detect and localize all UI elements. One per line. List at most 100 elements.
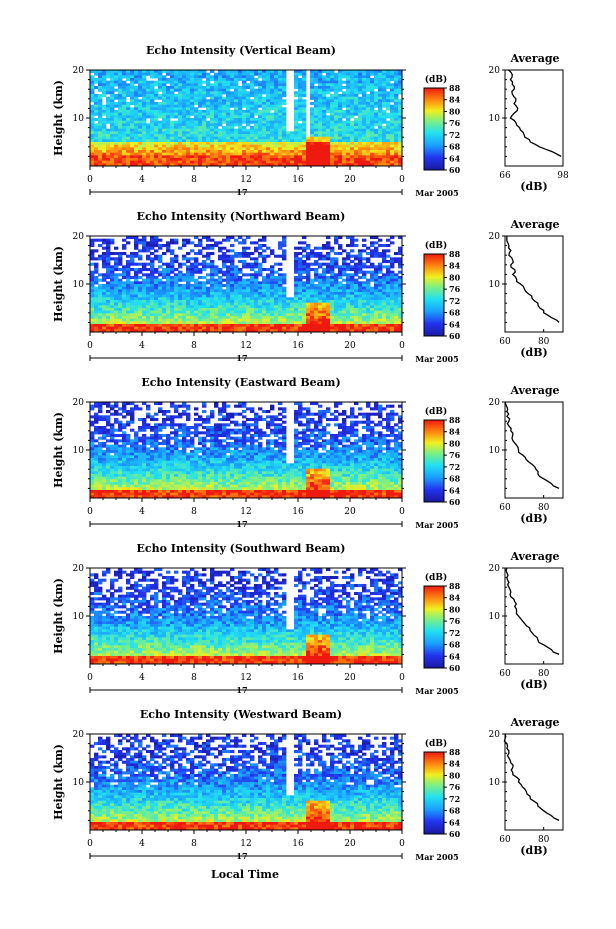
colorbar-tick-label: 76	[449, 284, 461, 294]
x-tick-label: 12	[240, 839, 251, 849]
average-y-tick-label: 10	[489, 114, 501, 124]
average-frame	[504, 733, 564, 831]
colorbar-tick-label: 68	[449, 142, 461, 152]
x-tick-label: 20	[344, 673, 356, 683]
y-tick-label: 20	[73, 232, 85, 242]
colorbar-tick-label: 72	[449, 462, 460, 472]
average-x-tick-label: 60	[499, 835, 511, 845]
y-tick-label: 10	[73, 612, 85, 622]
colorbar	[423, 585, 445, 669]
y-tick-label: 20	[73, 398, 85, 408]
average-y-tick-label: 20	[489, 232, 501, 242]
colorbar-label: (dB)	[425, 240, 447, 251]
heatmap-field	[90, 568, 402, 664]
x-tick-label: 16	[292, 673, 304, 683]
x-tick-label: 20	[344, 341, 356, 351]
average-title: Average	[509, 384, 559, 397]
colorbar	[423, 751, 445, 835]
average-x-tick-label: 60	[499, 669, 511, 679]
colorbar-tick-label: 84	[449, 759, 461, 769]
y-tick-label: 10	[73, 280, 85, 290]
panel-3: Echo Intensity (Southward Beam) 20 10 Heigh…	[52, 542, 564, 696]
y-axis-label: Height (km)	[52, 246, 65, 322]
x-tick-label: 0	[87, 507, 93, 517]
average-profile-line	[506, 235, 560, 323]
heatmap-field	[90, 236, 402, 332]
average-x-label: (dB)	[520, 512, 547, 525]
x-tick-label: 20	[344, 507, 356, 517]
x-tick-label: 16	[292, 507, 304, 517]
panel-title: Echo Intensity (Northward Beam)	[137, 210, 346, 223]
month-year-label: Mar 2005	[415, 188, 458, 198]
colorbar-label: (dB)	[425, 406, 447, 417]
colorbar-tick-label: 60	[449, 829, 461, 839]
x-tick-label: 8	[191, 175, 197, 185]
colorbar-tick-label: 80	[449, 604, 461, 614]
average-title: Average	[509, 716, 559, 729]
colorbar-label: (dB)	[425, 738, 447, 749]
colorbar-tick-label: 80	[449, 272, 461, 282]
colorbar-tick-label: 64	[449, 485, 461, 495]
colorbar-tick-label: 84	[449, 593, 461, 603]
colorbar-tick-label: 88	[449, 415, 461, 425]
x-tick-label: 4	[139, 673, 145, 683]
month-year-label: Mar 2005	[415, 520, 458, 530]
colorbar-tick-label: 72	[449, 628, 460, 638]
colorbar-tick-label: 88	[449, 83, 461, 93]
x-tick-label: 4	[139, 175, 145, 185]
colorbar-tick-label: 80	[449, 106, 461, 116]
colorbar-tick-label: 72	[449, 296, 460, 306]
average-x-tick-label: 66	[499, 171, 511, 181]
colorbar-tick-label: 60	[449, 165, 461, 175]
x-tick-label: 8	[191, 673, 197, 683]
colorbar-tick-label: 76	[449, 118, 461, 128]
x-tick-label: 16	[292, 341, 304, 351]
colorbar-tick-label: 88	[449, 249, 461, 259]
month-year-label: Mar 2005	[415, 852, 458, 862]
colorbar-tick-label: 64	[449, 319, 461, 329]
colorbar	[423, 87, 445, 171]
colorbar-tick-label: 60	[449, 497, 461, 507]
x-tick-label: 4	[139, 839, 145, 849]
colorbar-tick-label: 76	[449, 782, 461, 792]
panel-0: Echo Intensity (Vertical Beam) 20 10 Height…	[52, 44, 569, 198]
average-x-tick-label: 60	[499, 503, 511, 513]
average-y-tick-label: 10	[489, 446, 501, 456]
average-y-tick-label: 20	[489, 398, 501, 408]
colorbar-tick-label: 60	[449, 331, 461, 341]
panel-title: Echo Intensity (Eastward Beam)	[141, 376, 340, 389]
average-title: Average	[509, 550, 559, 563]
x-tick-label: 16	[292, 839, 304, 849]
colorbar-tick-label: 76	[449, 450, 461, 460]
average-y-tick-label: 20	[489, 730, 501, 740]
date-label: 17	[236, 519, 247, 529]
heatmap-field	[90, 70, 402, 166]
y-tick-label: 10	[73, 778, 85, 788]
panel-title: Echo Intensity (Southward Beam)	[137, 542, 346, 555]
colorbar-tick-label: 64	[449, 651, 461, 661]
x-tick-label: 8	[191, 839, 197, 849]
y-tick-label: 10	[73, 446, 85, 456]
date-label: 17	[236, 851, 247, 861]
x-tick-label: 0	[399, 341, 405, 351]
colorbar-tick-label: 80	[449, 770, 461, 780]
panel-4: Echo Intensity (Westward Beam) 20 10 Height…	[52, 708, 564, 862]
y-axis-label: Height (km)	[52, 80, 65, 156]
x-tick-label: 12	[240, 673, 251, 683]
average-y-tick-label: 20	[489, 564, 501, 574]
average-y-tick-label: 10	[489, 778, 501, 788]
y-axis-label: Height (km)	[52, 578, 65, 654]
average-frame	[504, 401, 564, 499]
x-tick-label: 12	[240, 507, 251, 517]
panel-title: Echo Intensity (Vertical Beam)	[146, 44, 336, 57]
date-label: 17	[236, 685, 247, 695]
x-tick-label: 20	[344, 175, 356, 185]
month-year-label: Mar 2005	[415, 686, 458, 696]
colorbar-tick-label: 68	[449, 806, 461, 816]
y-tick-label: 10	[73, 114, 85, 124]
x-tick-label: 8	[191, 341, 197, 351]
colorbar-tick-label: 68	[449, 474, 461, 484]
colorbar-tick-label: 72	[449, 794, 460, 804]
average-y-tick-label: 10	[489, 612, 501, 622]
x-tick-label: 0	[87, 175, 93, 185]
